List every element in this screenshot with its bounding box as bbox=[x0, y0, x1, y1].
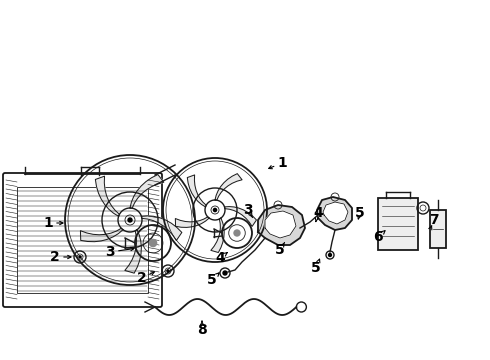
Text: 3: 3 bbox=[105, 245, 115, 259]
Text: 5: 5 bbox=[275, 243, 285, 257]
Circle shape bbox=[234, 230, 240, 236]
Circle shape bbox=[79, 256, 81, 258]
Bar bbox=[430, 210, 446, 248]
Text: 5: 5 bbox=[311, 261, 321, 275]
Bar bbox=[378, 198, 418, 250]
Polygon shape bbox=[175, 217, 209, 228]
Polygon shape bbox=[142, 216, 182, 240]
Polygon shape bbox=[187, 175, 206, 207]
Polygon shape bbox=[215, 174, 242, 200]
Polygon shape bbox=[317, 197, 352, 230]
Polygon shape bbox=[96, 176, 120, 216]
Polygon shape bbox=[258, 205, 305, 245]
Text: 4: 4 bbox=[313, 206, 323, 220]
Text: 5: 5 bbox=[207, 273, 217, 287]
Polygon shape bbox=[211, 218, 224, 252]
Text: 2: 2 bbox=[50, 250, 60, 264]
Polygon shape bbox=[125, 230, 141, 273]
Text: 7: 7 bbox=[429, 213, 439, 227]
Circle shape bbox=[167, 270, 169, 272]
FancyBboxPatch shape bbox=[3, 173, 162, 307]
Polygon shape bbox=[130, 175, 164, 208]
Bar bbox=[17, 187, 148, 293]
Polygon shape bbox=[80, 228, 123, 242]
Text: 4: 4 bbox=[215, 251, 225, 265]
Circle shape bbox=[223, 271, 227, 275]
Circle shape bbox=[214, 208, 217, 212]
Circle shape bbox=[128, 218, 132, 222]
Polygon shape bbox=[323, 202, 348, 224]
Text: 8: 8 bbox=[197, 323, 207, 337]
Text: 1: 1 bbox=[277, 156, 287, 170]
Text: 3: 3 bbox=[243, 203, 253, 217]
Text: 5: 5 bbox=[355, 206, 365, 220]
Circle shape bbox=[149, 239, 157, 247]
Circle shape bbox=[328, 253, 332, 257]
Polygon shape bbox=[265, 211, 296, 238]
Text: 1: 1 bbox=[43, 216, 53, 230]
Text: 2: 2 bbox=[137, 271, 147, 285]
Polygon shape bbox=[224, 207, 256, 226]
Text: 6: 6 bbox=[373, 230, 383, 244]
